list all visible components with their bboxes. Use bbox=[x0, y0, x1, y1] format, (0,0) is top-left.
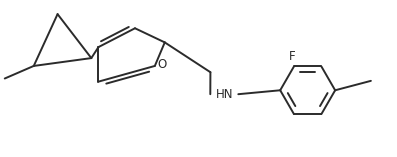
Text: HN: HN bbox=[216, 88, 233, 101]
Text: O: O bbox=[157, 58, 166, 71]
Text: F: F bbox=[289, 50, 295, 63]
